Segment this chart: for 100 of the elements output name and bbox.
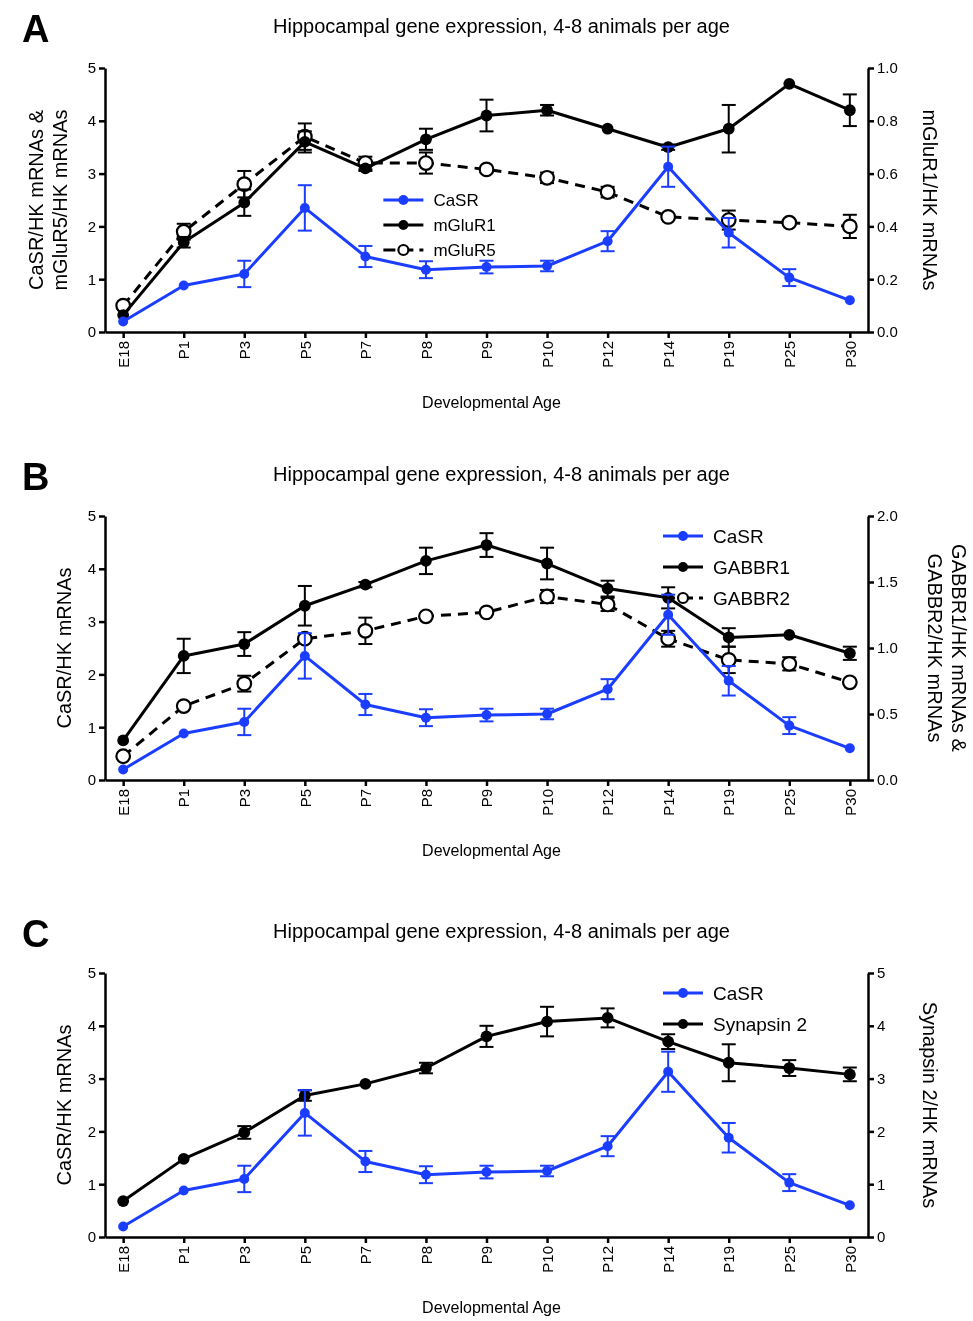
x-axis-title: Developmental Age — [422, 1299, 561, 1316]
y-tick-label: 4 — [87, 1017, 96, 1035]
y2-tick-label: 0.0 — [877, 771, 898, 789]
y2-tick-label: 0.4 — [877, 217, 898, 235]
x-tick-label: P5 — [296, 789, 314, 808]
x-tick-label: P1 — [175, 341, 193, 360]
point — [601, 582, 614, 595]
point — [115, 748, 132, 765]
point — [420, 1169, 431, 1180]
point — [480, 1030, 493, 1043]
point — [418, 155, 434, 171]
legend-label: CaSR — [433, 190, 479, 210]
x-tick-label: E18 — [114, 341, 132, 368]
point — [117, 1195, 130, 1207]
point — [359, 1077, 372, 1090]
point — [784, 720, 795, 731]
y-tick-label: 2 — [87, 217, 96, 235]
point — [420, 712, 431, 723]
point — [660, 209, 677, 225]
x-tick-label: P8 — [417, 789, 435, 808]
point — [601, 122, 614, 135]
point — [841, 674, 858, 691]
x-tick-label: P3 — [236, 341, 254, 360]
x-tick-label: P12 — [599, 341, 617, 368]
point — [418, 608, 434, 625]
x-axis-title: Developmental Age — [422, 842, 561, 859]
point — [663, 1066, 674, 1077]
point — [720, 651, 737, 668]
x-tick-label: P30 — [841, 341, 859, 368]
point — [843, 104, 856, 117]
x-tick-label: P14 — [659, 341, 677, 368]
point — [723, 675, 734, 686]
point — [480, 539, 493, 551]
x-tick-label: P12 — [599, 789, 617, 816]
point — [784, 1177, 795, 1188]
chart-title: Hippocampal gene expression, 4-8 animals per age — [273, 15, 730, 37]
point — [663, 609, 674, 620]
x-tick-label: P19 — [720, 1246, 738, 1273]
point — [783, 77, 796, 90]
point — [178, 1185, 189, 1196]
y-tick-label: 4 — [87, 112, 96, 130]
x-tick-label: E18 — [114, 1246, 132, 1273]
text: B — [22, 456, 50, 498]
y-tick-label: 5 — [87, 964, 96, 982]
y-tick-label: 5 — [87, 59, 96, 77]
y2-tick-label: 0 — [877, 1228, 886, 1246]
point — [299, 1107, 310, 1118]
y-axis-title: CaSR/HK mRNAs — [53, 1024, 76, 1186]
y2-tick-label: 1.0 — [877, 59, 898, 77]
x-tick-label: P30 — [841, 789, 859, 816]
point — [239, 268, 250, 279]
point — [602, 1141, 613, 1152]
point — [723, 227, 734, 238]
legend-label: CaSR — [713, 525, 764, 547]
y2-axis-title: Synapsin 2/HK mRNAs — [918, 1001, 941, 1209]
point — [360, 699, 371, 710]
point — [602, 236, 613, 247]
chart-title: Hippocampal gene expression, 4-8 animals per age — [273, 463, 730, 485]
y2-tick-label: 4 — [877, 1017, 886, 1035]
x-tick-label: P1 — [175, 1246, 193, 1265]
point — [844, 295, 855, 306]
point — [783, 628, 796, 641]
y-tick-label: 1 — [87, 718, 96, 736]
point — [841, 218, 858, 235]
point — [844, 743, 855, 754]
y-tick-label: 2 — [87, 1122, 96, 1140]
point — [177, 1152, 190, 1165]
x-tick-label: P14 — [659, 789, 677, 816]
x-tick-label: P14 — [659, 1246, 677, 1273]
legend-label: mGluR5 — [433, 240, 496, 260]
y2-tick-label: 3 — [877, 1069, 886, 1087]
x-tick-label: P5 — [296, 1246, 314, 1265]
text: A — [22, 8, 50, 50]
point — [239, 1173, 250, 1184]
text: C — [22, 913, 50, 955]
point — [118, 1221, 129, 1232]
point — [602, 684, 613, 695]
legend-label: GABBR1 — [713, 556, 791, 578]
point — [117, 734, 130, 747]
point — [723, 1132, 734, 1143]
point — [663, 161, 674, 172]
y2-tick-label: 0.8 — [877, 112, 898, 130]
point — [480, 109, 493, 122]
x-tick-label: P30 — [841, 1246, 859, 1273]
legend-label: CaSR — [713, 982, 764, 1004]
y-tick-label: 1 — [87, 1175, 96, 1193]
y2-tick-label: 0.2 — [877, 270, 898, 288]
y2-tick-label: 5 — [877, 964, 886, 982]
x-tick-label: P19 — [720, 341, 738, 368]
y2-axis-title: mGluR1/HK mRNAs — [918, 109, 941, 291]
y2-tick-label: 0.6 — [877, 164, 898, 182]
x-tick-label: P5 — [296, 341, 314, 360]
point — [722, 1056, 735, 1069]
point — [420, 133, 432, 146]
y2-tick-label: 1.0 — [877, 639, 898, 657]
x-tick-label: P12 — [599, 1246, 617, 1273]
y2-tick-label: 1.5 — [877, 573, 898, 591]
x-tick-label: P7 — [357, 341, 375, 360]
y2-tick-label: 2.0 — [877, 507, 898, 525]
point — [357, 622, 374, 639]
